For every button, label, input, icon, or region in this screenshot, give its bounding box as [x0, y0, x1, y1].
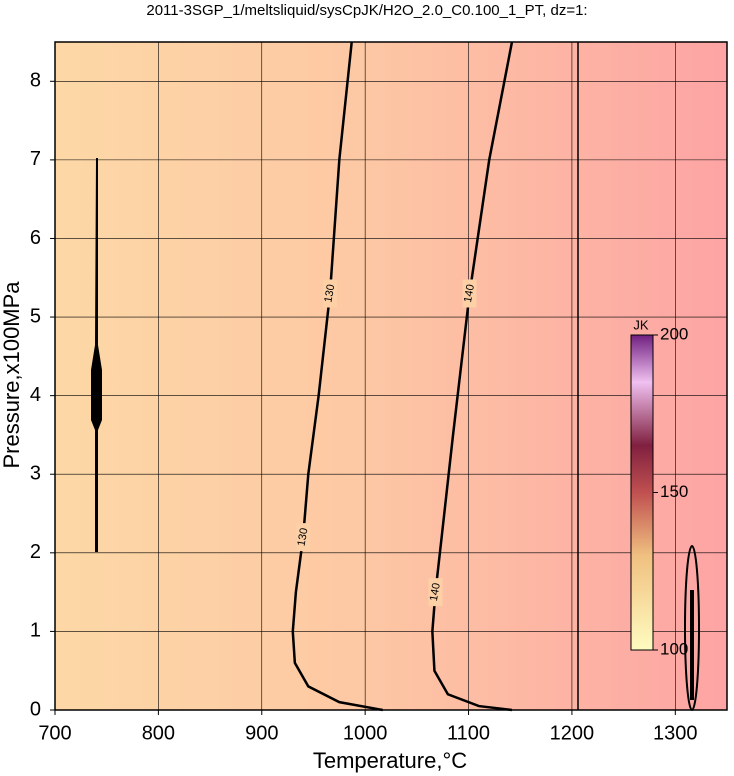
x-tick-label: 700	[38, 722, 71, 744]
contour-label-bg	[323, 279, 338, 308]
y-tick-label: 8	[30, 70, 41, 92]
y-tick-label: 5	[30, 305, 41, 327]
colorbar-tick-label: 150	[660, 482, 688, 501]
x-tick-label: 800	[142, 722, 175, 744]
y-tick-label: 0	[30, 698, 41, 720]
x-tick-label: 1200	[550, 722, 595, 744]
x-tick-label: 900	[245, 722, 278, 744]
contour-label: 140	[462, 283, 477, 303]
colorbar-label: JK	[633, 317, 649, 332]
feature-blob	[91, 158, 102, 552]
y-tick-label: 2	[30, 541, 41, 563]
x-tick-label: 1300	[653, 722, 698, 744]
contour-label-bg	[428, 578, 443, 607]
contour-label: 140	[428, 582, 443, 602]
chart-title: 2011-3SGP_1/meltsliquid/sysCpJK/H2O_2.0_…	[146, 2, 587, 19]
y-tick-label: 7	[30, 148, 41, 170]
contour-label: 130	[322, 283, 337, 303]
contour-line	[291, 41, 383, 712]
contour-label-bg	[296, 523, 311, 552]
y-tick-label: 6	[30, 227, 41, 249]
x-axis-label: Temperature,°C	[313, 748, 467, 773]
contour-label-bg	[462, 279, 477, 308]
x-tick-label: 1000	[343, 722, 388, 744]
plot-background	[55, 42, 727, 710]
y-tick-label: 1	[30, 620, 41, 642]
contour-label: 130	[296, 527, 311, 547]
plot-frame	[54, 41, 728, 711]
colorbar-tick-label: 200	[660, 324, 688, 343]
x-tick-label: 1100	[447, 722, 490, 744]
colorbar-tick-label: 100	[660, 639, 688, 658]
y-tick-label: 4	[30, 384, 41, 406]
colorbar	[630, 334, 654, 651]
y-tick-label: 3	[30, 463, 41, 485]
y-axis-label: Pressure,x100MPa	[0, 281, 24, 469]
